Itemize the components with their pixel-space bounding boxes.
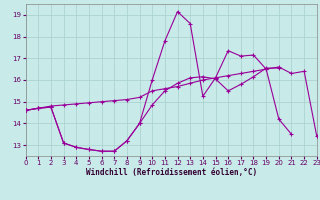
X-axis label: Windchill (Refroidissement éolien,°C): Windchill (Refroidissement éolien,°C) <box>86 168 257 177</box>
